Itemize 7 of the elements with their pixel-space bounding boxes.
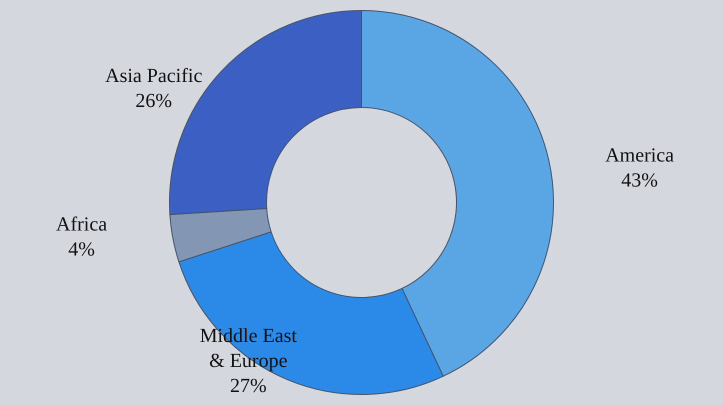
slice-label: Africa	[56, 213, 108, 236]
data-label: 27%	[230, 375, 267, 397]
data-label: 4%	[68, 238, 95, 260]
slice-label: America	[605, 144, 674, 166]
data-label: 26%	[135, 90, 172, 112]
data-label: 43%	[621, 169, 658, 192]
slice-label: Asia Pacific	[105, 65, 202, 88]
